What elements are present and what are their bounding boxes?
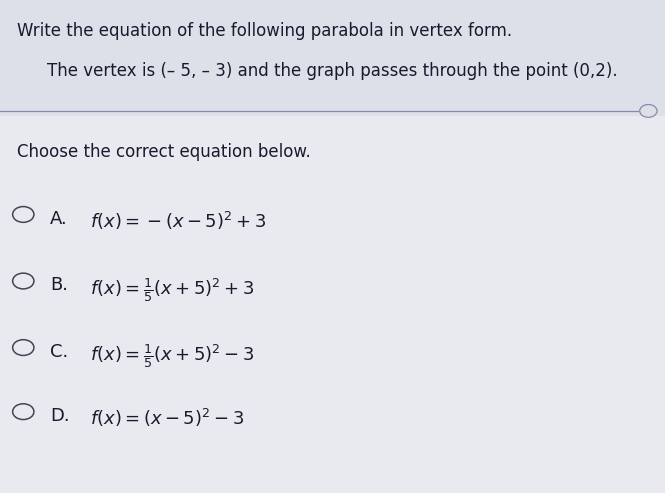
Text: Choose the correct equation below.: Choose the correct equation below. [17,143,311,161]
Text: The vertex is (– 5, – 3) and the graph passes through the point (0,2).: The vertex is (– 5, – 3) and the graph p… [47,62,617,80]
Text: C.: C. [50,343,68,361]
FancyBboxPatch shape [0,0,665,116]
Text: $f(x) = \frac{1}{5}(x+5)^{2}-3$: $f(x) = \frac{1}{5}(x+5)^{2}-3$ [90,343,254,370]
Text: $f(x) = -(x-5)^{2}+3$: $f(x) = -(x-5)^{2}+3$ [90,210,266,232]
Text: A.: A. [50,210,68,228]
Text: $f(x) = (x-5)^{2}-3$: $f(x) = (x-5)^{2}-3$ [90,407,244,429]
Text: B.: B. [50,276,68,294]
Text: $f(x) = \frac{1}{5}(x+5)^{2}+3$: $f(x) = \frac{1}{5}(x+5)^{2}+3$ [90,276,254,304]
Text: D.: D. [50,407,70,425]
Text: Write the equation of the following parabola in vertex form.: Write the equation of the following para… [17,22,512,40]
